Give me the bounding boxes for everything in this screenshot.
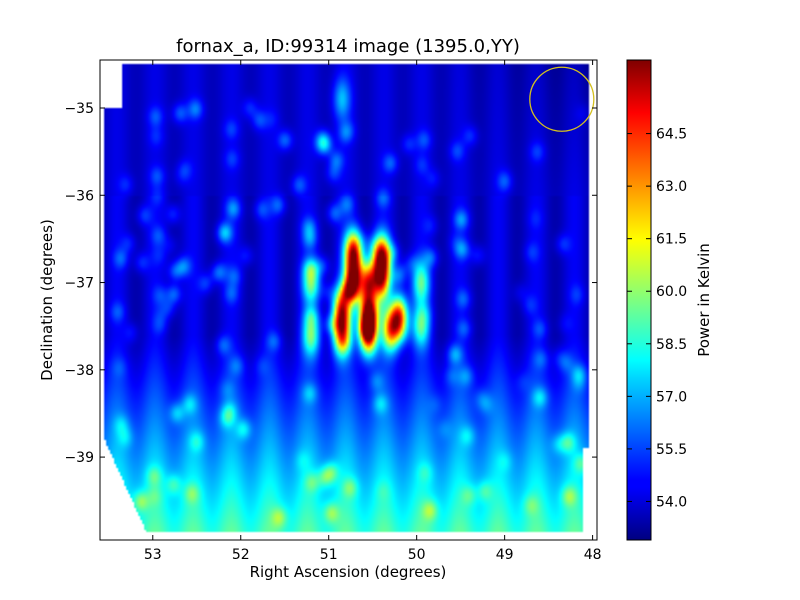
y-tick-label: −38: [64, 363, 94, 379]
beam-marker: [529, 66, 595, 132]
y-tick-label: −37: [64, 276, 94, 292]
colorbar-tick-label: 54.0: [656, 494, 687, 510]
y-tick-label: −39: [64, 450, 94, 466]
colorbar: [626, 59, 652, 541]
colorbar-tick-label: 58.5: [656, 337, 687, 353]
heatmap-image: [100, 60, 597, 540]
chart-title: fornax_a, ID:99314 image (1395.0,YY): [176, 36, 520, 57]
colorbar-tick-label: 64.5: [656, 127, 687, 143]
colorbar-tick-label: 57.0: [656, 389, 687, 405]
y-axis-label: Declination (degrees): [38, 219, 56, 381]
x-tick-label: 50: [408, 547, 426, 563]
colorbar-tick-label: 61.5: [656, 232, 687, 248]
x-tick-label: 52: [232, 547, 250, 563]
colorbar-label: Power in Kelvin: [695, 243, 713, 357]
colorbar-ticks: 54.0 55.5 57.0 58.5 60.0 61.5 63.0 64.5: [627, 127, 687, 510]
colorbar-tick-label: 55.5: [656, 442, 687, 458]
plot-area: [99, 59, 598, 541]
x-axis: 53 52 51 50 49 48: [144, 60, 602, 563]
y-tick-label: −36: [64, 188, 94, 204]
colorbar-tick-label: 63.0: [656, 179, 687, 195]
y-axis: −35 −36 −37 −38 −39: [64, 101, 597, 466]
x-tick-label: 49: [496, 547, 514, 563]
colorbar-tick-label: 60.0: [656, 284, 687, 300]
x-tick-label: 51: [320, 547, 338, 563]
x-axis-label: Right Ascension (degrees): [250, 563, 447, 581]
x-tick-label: 48: [584, 547, 602, 563]
y-tick-label: −35: [64, 101, 94, 117]
x-tick-label: 53: [144, 547, 162, 563]
